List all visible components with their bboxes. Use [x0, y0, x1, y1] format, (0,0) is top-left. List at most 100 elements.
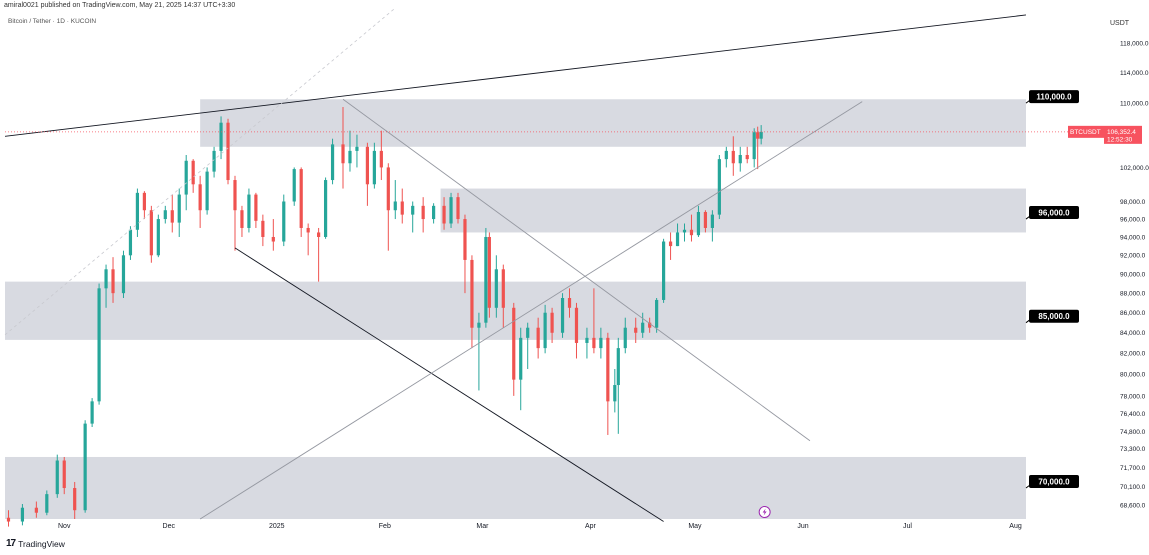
candle-body	[756, 132, 760, 139]
candle-body	[372, 150, 376, 185]
candle-body	[240, 210, 244, 228]
trendline	[199, 101, 863, 520]
candle-body	[62, 460, 66, 489]
y-tick-label: 96,000.0	[1120, 216, 1146, 223]
candle-body	[560, 298, 565, 333]
candle-body	[386, 167, 390, 211]
candle-body	[717, 159, 721, 215]
candle-body	[128, 229, 133, 256]
candle-body	[661, 241, 666, 300]
candle-body	[752, 132, 756, 160]
candle-body	[6, 517, 11, 522]
trendline	[4, 14, 1027, 137]
y-tick-label: 84,000.0	[1120, 330, 1146, 337]
candles	[6, 107, 763, 527]
publisher-info: amiral0021 published on TradingView.com,…	[4, 2, 236, 9]
price-symbol: BTCUSDT	[1070, 129, 1101, 136]
candle-body	[205, 171, 209, 211]
candle-body	[365, 146, 370, 185]
candle-body	[585, 337, 589, 343]
candle-body	[306, 227, 310, 233]
candle-body	[323, 180, 328, 237]
level-label: 96,000.0	[1038, 208, 1070, 217]
y-tick-label: 70,100.0	[1120, 484, 1146, 491]
candle-body	[641, 322, 645, 333]
x-tick-label: Aug	[1009, 523, 1022, 530]
candle-body	[20, 507, 25, 522]
y-tick-label: 82,000.0	[1120, 351, 1146, 358]
level-label-box	[1029, 90, 1079, 104]
y-axis[interactable]: 118,000.0 114,000.0 110,000.0 102,000.0 98,0…	[1068, 41, 1149, 510]
zones	[5, 99, 1026, 519]
y-tick-label: 114,000.0	[1120, 70, 1149, 77]
level-labels: 110,000.0 96,000.0 85,000.0 70,000.0	[1025, 90, 1079, 489]
level-label-box	[1029, 206, 1079, 220]
y-tick-label: 92,000.0	[1120, 253, 1146, 260]
candle-body	[442, 205, 446, 224]
x-tick-label: Jul	[903, 523, 912, 530]
candle-body	[432, 205, 436, 220]
y-tick-label: 118,000.0	[1120, 41, 1149, 48]
candle-body	[592, 337, 596, 349]
candle-body	[317, 232, 321, 237]
candle-body	[163, 210, 167, 220]
candle-body	[393, 201, 397, 211]
x-tick-label: Apr	[585, 523, 597, 530]
x-tick-label: 2025	[269, 523, 285, 530]
candle-body	[191, 160, 195, 185]
candle-body	[170, 210, 174, 223]
candle-body	[73, 488, 77, 511]
x-axis[interactable]: Nov Dec 2025 Feb Mar Apr May Jun Jul Aug	[58, 523, 1022, 530]
candle-body	[348, 150, 352, 164]
candle-body	[526, 327, 530, 338]
candle-body	[682, 229, 687, 233]
candle-body	[759, 131, 763, 139]
candle-body	[83, 423, 87, 511]
candle-body	[487, 236, 491, 308]
price-countdown: 12:52:30	[1107, 136, 1133, 143]
candle-body	[599, 337, 603, 349]
y-tick-label: 76,400.0	[1120, 411, 1146, 418]
candle-body	[177, 194, 181, 223]
event-marker[interactable]	[758, 506, 771, 518]
candle-body	[34, 507, 38, 513]
trendline	[342, 98, 811, 442]
candle-body	[421, 205, 425, 220]
candle-body	[456, 197, 460, 220]
candle-body	[494, 269, 498, 308]
candle-body	[449, 197, 453, 224]
y-tick-label: 94,000.0	[1120, 234, 1146, 241]
price-symbol-box	[1068, 125, 1104, 138]
candle-body	[45, 494, 49, 513]
candle-body	[696, 211, 701, 236]
candle-body	[477, 322, 481, 328]
level-label: 110,000.0	[1036, 93, 1072, 102]
candle-body	[623, 327, 627, 349]
candle-body	[299, 169, 303, 228]
x-tick-label: Feb	[379, 523, 391, 530]
candle-body	[710, 214, 714, 228]
brand-name: TradingView	[18, 538, 65, 549]
lightning-glyph	[762, 508, 767, 516]
x-tick-label: May	[688, 523, 702, 530]
y-tick-label: 102,000.0	[1120, 165, 1149, 172]
symbol-title: Bitcoin / Tether · 1D · KUCOIN	[8, 18, 97, 25]
candle-body	[149, 210, 153, 256]
candle-body	[219, 122, 223, 151]
candle-body	[543, 312, 547, 349]
y-tick-label: 74,800.0	[1120, 429, 1146, 436]
level-label-box	[1029, 475, 1079, 489]
candle-body	[282, 201, 286, 242]
candle-body	[247, 194, 251, 228]
candle-body	[655, 299, 659, 328]
candle-body	[689, 229, 694, 236]
candle-body	[254, 194, 258, 221]
candle-body	[184, 160, 188, 195]
x-tick-label: Jun	[797, 523, 808, 530]
x-tick-label: Dec	[163, 523, 176, 530]
y-tick-label: 90,000.0	[1120, 271, 1146, 278]
candle-body	[379, 150, 383, 168]
candle-body	[55, 460, 59, 495]
candle-body	[745, 154, 749, 160]
